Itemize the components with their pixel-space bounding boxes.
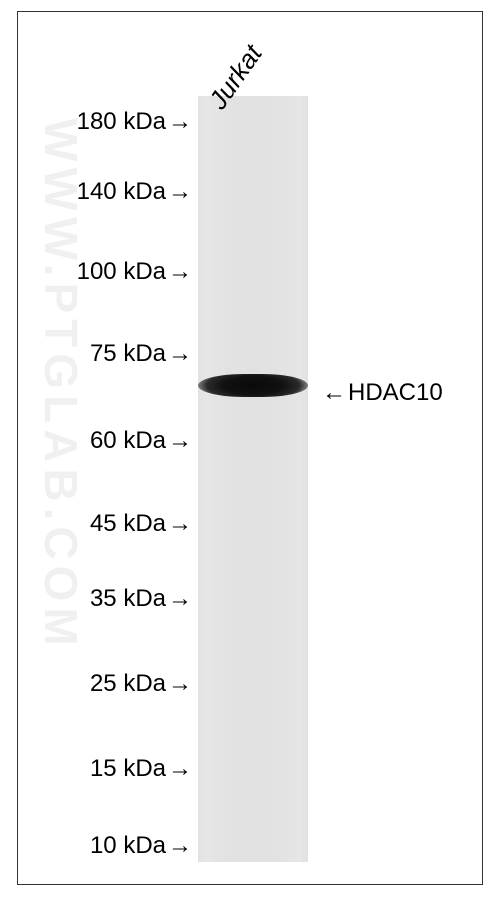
mw-marker-text: 60 kDa: [90, 427, 166, 454]
arrow-right-icon: →: [168, 510, 192, 538]
blot-lane: [198, 96, 308, 862]
mw-marker: 25 kDa→: [90, 670, 192, 698]
arrow-right-icon: →: [168, 427, 192, 455]
arrow-right-icon: →: [168, 832, 192, 860]
mw-marker-text: 45 kDa: [90, 510, 166, 537]
mw-marker: 15 kDa→: [90, 755, 192, 783]
band-label: ←HDAC10: [322, 379, 443, 407]
mw-marker: 100 kDa→: [77, 258, 192, 286]
mw-marker: 60 kDa→: [90, 427, 192, 455]
mw-marker: 180 kDa→: [77, 108, 192, 136]
mw-marker: 35 kDa→: [90, 585, 192, 613]
protein-band: [198, 374, 308, 397]
mw-marker-text: 140 kDa: [77, 178, 166, 205]
mw-marker-text: 75 kDa: [90, 340, 166, 367]
mw-marker-text: 10 kDa: [90, 832, 166, 859]
mw-marker: 140 kDa→: [77, 178, 192, 206]
arrow-right-icon: →: [168, 108, 192, 136]
mw-marker-text: 25 kDa: [90, 670, 166, 697]
arrow-right-icon: →: [168, 178, 192, 206]
mw-marker-text: 35 kDa: [90, 585, 166, 612]
mw-marker-text: 15 kDa: [90, 755, 166, 782]
mw-marker-text: 100 kDa: [77, 258, 166, 285]
arrow-right-icon: →: [168, 258, 192, 286]
arrow-right-icon: →: [168, 340, 192, 368]
mw-marker-text: 180 kDa: [77, 108, 166, 135]
arrow-right-icon: →: [168, 670, 192, 698]
mw-marker: 75 kDa→: [90, 340, 192, 368]
arrow-right-icon: →: [168, 755, 192, 783]
band-label-text: HDAC10: [348, 379, 443, 406]
arrow-right-icon: →: [168, 585, 192, 613]
mw-marker: 10 kDa→: [90, 832, 192, 860]
arrow-left-icon: ←: [322, 379, 346, 407]
mw-marker: 45 kDa→: [90, 510, 192, 538]
